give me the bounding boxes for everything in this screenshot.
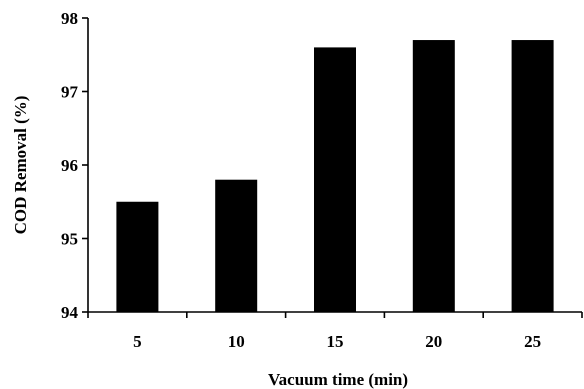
- y-tick-label: 97: [61, 83, 79, 102]
- bar-10: [215, 179, 258, 312]
- bar-15: [314, 47, 356, 313]
- y-tick-label: 96: [61, 156, 78, 175]
- x-axis-ticks: 5 10 15 20 25: [87, 312, 583, 351]
- y-tick-label: 95: [61, 230, 78, 249]
- x-axis-title: Vacuum time (min): [268, 370, 408, 389]
- x-tick-label: 5: [133, 332, 142, 351]
- bar-20: [412, 40, 455, 313]
- x-tick-label: 20: [425, 332, 442, 351]
- bars-group: [116, 40, 554, 313]
- y-tick-label: 94: [61, 303, 79, 322]
- x-tick-label: 15: [327, 332, 344, 351]
- x-tick-label: 25: [524, 332, 541, 351]
- y-axis-title: COD Removal (%): [11, 96, 30, 235]
- bar-25: [511, 40, 554, 313]
- y-tick-label: 98: [61, 9, 78, 28]
- x-tick-label: 10: [228, 332, 245, 351]
- y-axis-ticks: 94 95 96 97 98: [61, 9, 88, 322]
- bar-5: [116, 201, 159, 312]
